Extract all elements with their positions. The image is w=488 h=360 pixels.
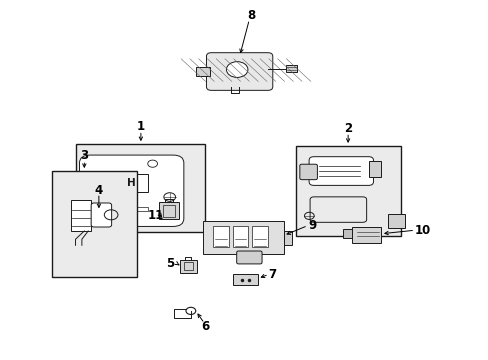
Bar xyxy=(285,64,296,72)
FancyBboxPatch shape xyxy=(299,164,317,180)
Text: 6: 6 xyxy=(201,320,209,333)
Bar xyxy=(252,226,267,247)
Text: 8: 8 xyxy=(247,9,255,22)
Bar xyxy=(368,161,380,177)
Bar xyxy=(233,274,257,285)
Bar xyxy=(351,226,380,243)
Bar xyxy=(179,260,197,273)
Bar xyxy=(213,226,228,247)
Text: 9: 9 xyxy=(308,219,316,232)
Bar xyxy=(295,146,400,235)
Text: 3: 3 xyxy=(80,149,88,162)
Bar xyxy=(183,262,193,270)
FancyBboxPatch shape xyxy=(206,53,272,90)
Bar xyxy=(232,226,248,247)
FancyBboxPatch shape xyxy=(308,157,373,185)
Bar xyxy=(283,231,292,244)
Text: 10: 10 xyxy=(414,224,430,237)
Text: 2: 2 xyxy=(344,122,351,135)
Bar xyxy=(342,229,351,238)
Bar xyxy=(159,202,178,220)
Bar xyxy=(162,205,175,217)
FancyBboxPatch shape xyxy=(80,155,183,226)
Text: 7: 7 xyxy=(268,268,276,281)
Bar xyxy=(387,214,405,228)
Circle shape xyxy=(226,62,247,77)
Text: 1: 1 xyxy=(137,120,144,133)
Text: 11: 11 xyxy=(147,210,163,222)
Bar xyxy=(203,221,283,253)
Bar xyxy=(114,207,129,211)
Text: H: H xyxy=(126,178,135,188)
Bar xyxy=(133,207,147,211)
Bar xyxy=(195,67,210,76)
Bar xyxy=(52,171,137,277)
Bar xyxy=(76,144,205,232)
Text: 4: 4 xyxy=(95,184,103,197)
Bar xyxy=(71,201,91,231)
FancyBboxPatch shape xyxy=(236,251,262,264)
Bar xyxy=(114,174,147,192)
FancyBboxPatch shape xyxy=(91,203,111,227)
Text: 5: 5 xyxy=(166,257,174,270)
